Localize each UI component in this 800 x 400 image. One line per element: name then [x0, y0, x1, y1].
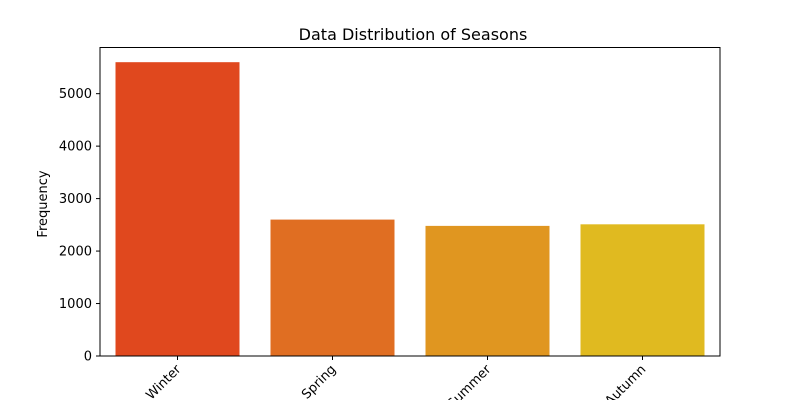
y-tick-label: 3000 [59, 192, 92, 207]
bar-autumn [580, 224, 705, 356]
bars-group [115, 62, 705, 356]
x-tick-label: Spring [299, 362, 339, 400]
x-tick-label: Summer [445, 362, 495, 400]
y-axis-label: Frequency [36, 170, 51, 237]
y-axis: 0 1000 2000 3000 4000 5000 [59, 87, 100, 365]
y-tick-label: 5000 [59, 87, 92, 102]
x-axis: Winter Spring Summer Autumn [143, 356, 649, 400]
x-tick-label: Winter [143, 362, 184, 400]
bar-winter [115, 62, 240, 356]
y-tick-label: 2000 [59, 245, 92, 260]
y-tick-label: 1000 [59, 297, 92, 312]
bar-summer [425, 225, 550, 356]
plot-frame [99, 47, 721, 357]
bar-spring [270, 219, 395, 356]
y-tick-label: 4000 [59, 140, 92, 155]
chart-title: Data Distribution of Seasons [299, 25, 528, 44]
x-tick-label: Autumn [602, 362, 649, 400]
y-tick-label: 0 [84, 350, 92, 365]
